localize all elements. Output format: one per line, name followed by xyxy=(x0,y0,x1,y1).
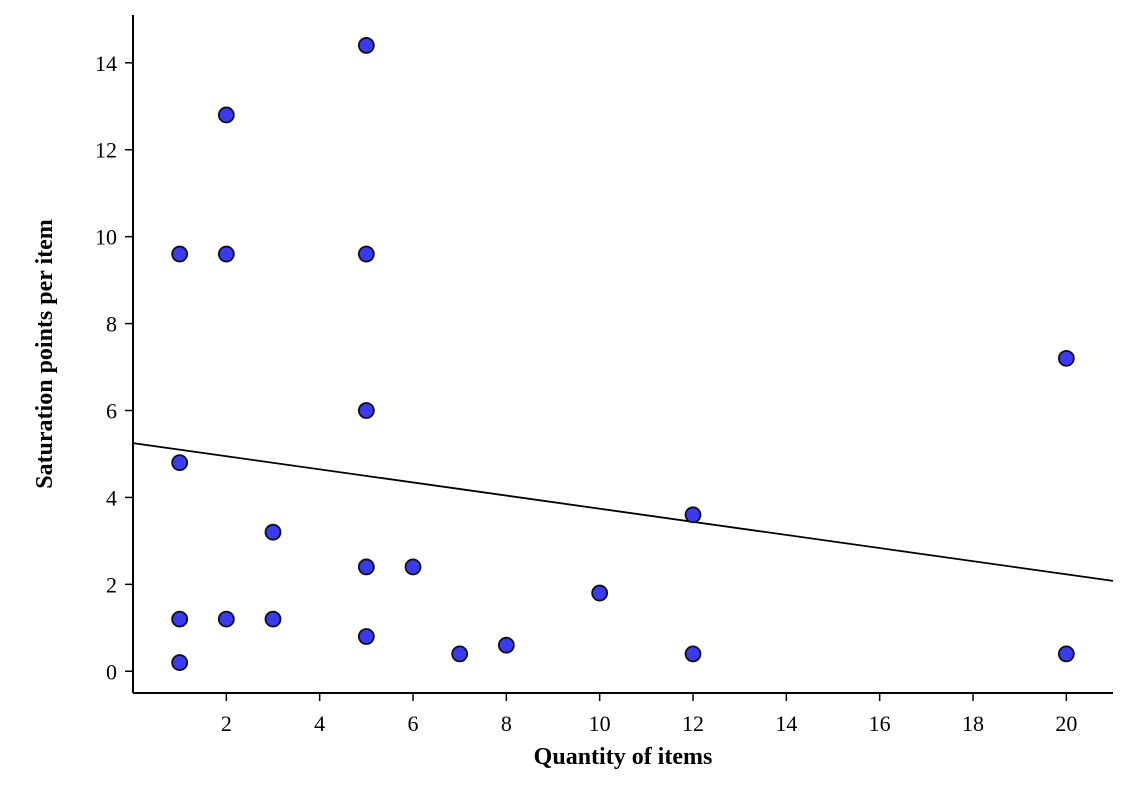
y-tick-label: 10 xyxy=(95,225,117,250)
points-layer xyxy=(171,37,1075,671)
data-point xyxy=(497,636,515,654)
x-tick-label: 4 xyxy=(314,711,325,736)
data-point xyxy=(217,245,235,263)
y-tick-label: 0 xyxy=(106,659,117,684)
axes-layer: 2 4 6 8 10 12 14 16 18 20 0 2 4 6 8 10 12 14 xyxy=(95,15,1113,736)
data-point xyxy=(357,37,375,54)
data-point xyxy=(684,645,702,663)
data-point xyxy=(1057,349,1075,367)
x-tick-label: 8 xyxy=(501,711,512,736)
y-tick-label: 2 xyxy=(106,572,117,597)
x-tick-label: 16 xyxy=(869,711,891,736)
data-point xyxy=(264,523,282,541)
data-point xyxy=(591,584,609,602)
x-tick-label: 2 xyxy=(221,711,232,736)
data-point xyxy=(404,558,422,576)
x-axis-ticks: 2 4 6 8 10 12 14 16 18 20 xyxy=(221,693,1077,736)
data-point xyxy=(357,245,375,263)
x-tick-label: 14 xyxy=(775,711,797,736)
y-axis-ticks: 0 2 4 6 8 10 12 14 xyxy=(95,51,133,684)
data-point xyxy=(217,610,235,628)
data-point xyxy=(171,454,189,472)
data-point xyxy=(357,558,375,576)
data-point xyxy=(171,610,189,628)
data-point xyxy=(1057,645,1075,663)
y-tick-label: 14 xyxy=(95,51,117,76)
y-axis-title: Saturation points per item xyxy=(32,219,58,489)
x-tick-label: 6 xyxy=(408,711,419,736)
trend-layer xyxy=(132,442,1114,582)
x-tick-label: 20 xyxy=(1055,711,1077,736)
x-tick-label: 18 xyxy=(962,711,984,736)
data-point xyxy=(264,610,282,628)
y-tick-label: 8 xyxy=(106,312,117,337)
x-tick-label: 10 xyxy=(589,711,611,736)
data-point xyxy=(217,106,235,124)
data-point xyxy=(171,245,189,263)
data-point xyxy=(357,628,375,645)
y-tick-label: 4 xyxy=(106,485,117,510)
x-axis-title: Quantity of items xyxy=(534,744,713,770)
data-point xyxy=(451,645,469,663)
trend-line xyxy=(132,442,1114,582)
y-tick-label: 12 xyxy=(95,138,117,163)
data-point xyxy=(171,654,189,671)
x-tick-label: 12 xyxy=(682,711,704,736)
y-tick-label: 6 xyxy=(106,399,117,424)
data-point xyxy=(357,402,375,419)
data-point xyxy=(684,506,702,524)
